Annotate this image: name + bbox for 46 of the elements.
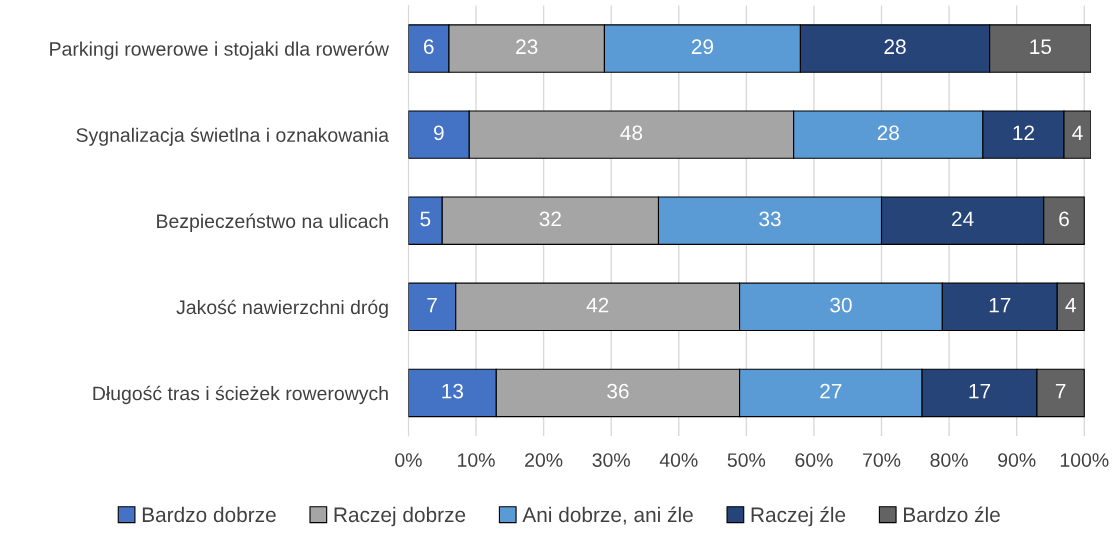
data-label: 27: [820, 383, 842, 399]
x-tick-label: 10%: [458, 453, 495, 467]
data-label: 15: [1030, 39, 1052, 55]
y-tick-label: Sygnalizacja świetlna i oznakowania: [76, 127, 389, 146]
x-tick-label: 30%: [592, 453, 630, 467]
data-label: 6: [423, 39, 434, 55]
data-label: 7: [427, 297, 437, 313]
data-label: 7: [1055, 384, 1066, 399]
x-tick-label: 90%: [998, 453, 1036, 467]
data-label: 5: [420, 211, 431, 227]
legend-label: Ani dobrze, ani źle: [522, 506, 693, 525]
y-tick-label: Długość tras i ścieżek rowerowych: [93, 385, 388, 405]
data-label: 6: [1059, 211, 1069, 227]
data-label: 12: [1013, 125, 1034, 140]
data-label: 4: [1065, 297, 1076, 313]
data-label: 24: [952, 211, 974, 227]
x-tick-label: 80%: [930, 453, 968, 467]
data-label: 33: [759, 211, 781, 227]
legend-label: Raczej dobrze: [334, 506, 466, 527]
data-label: 28: [884, 39, 906, 55]
data-label: 32: [539, 211, 561, 227]
y-tick-label: Jakość nawierzchni dróg: [176, 299, 388, 319]
x-tick-label: 50%: [727, 453, 766, 467]
x-tick-label: 70%: [863, 453, 901, 467]
x-tick-label: 20%: [525, 453, 563, 467]
data-label: 29: [691, 39, 714, 55]
data-label: 17: [989, 297, 1011, 313]
data-label: 48: [620, 125, 643, 141]
data-label: 17: [969, 384, 991, 399]
legend-label: Bardzo źle: [904, 506, 1000, 523]
x-tick-label: 60%: [795, 453, 833, 467]
legend-label: Raczej źle: [751, 506, 846, 527]
data-label: 4: [1072, 125, 1083, 140]
data-label: 36: [607, 383, 629, 399]
data-label: 28: [877, 125, 899, 141]
y-tick-label: Bezpieczeństwo na ulicach: [157, 213, 388, 232]
y-tick-label: Parkingi rowerowe i stojaki dla rowerów: [50, 41, 390, 60]
data-label: 13: [442, 383, 464, 399]
x-tick-label: 40%: [659, 453, 698, 467]
data-label: 23: [516, 39, 538, 55]
data-label: 42: [586, 297, 609, 313]
x-tick-label: 0%: [395, 453, 422, 467]
legend-label: Bardzo dobrze: [142, 506, 276, 523]
data-label: 30: [830, 297, 852, 313]
data-label: 9: [434, 125, 444, 141]
x-tick-label: 100%: [1060, 453, 1109, 467]
